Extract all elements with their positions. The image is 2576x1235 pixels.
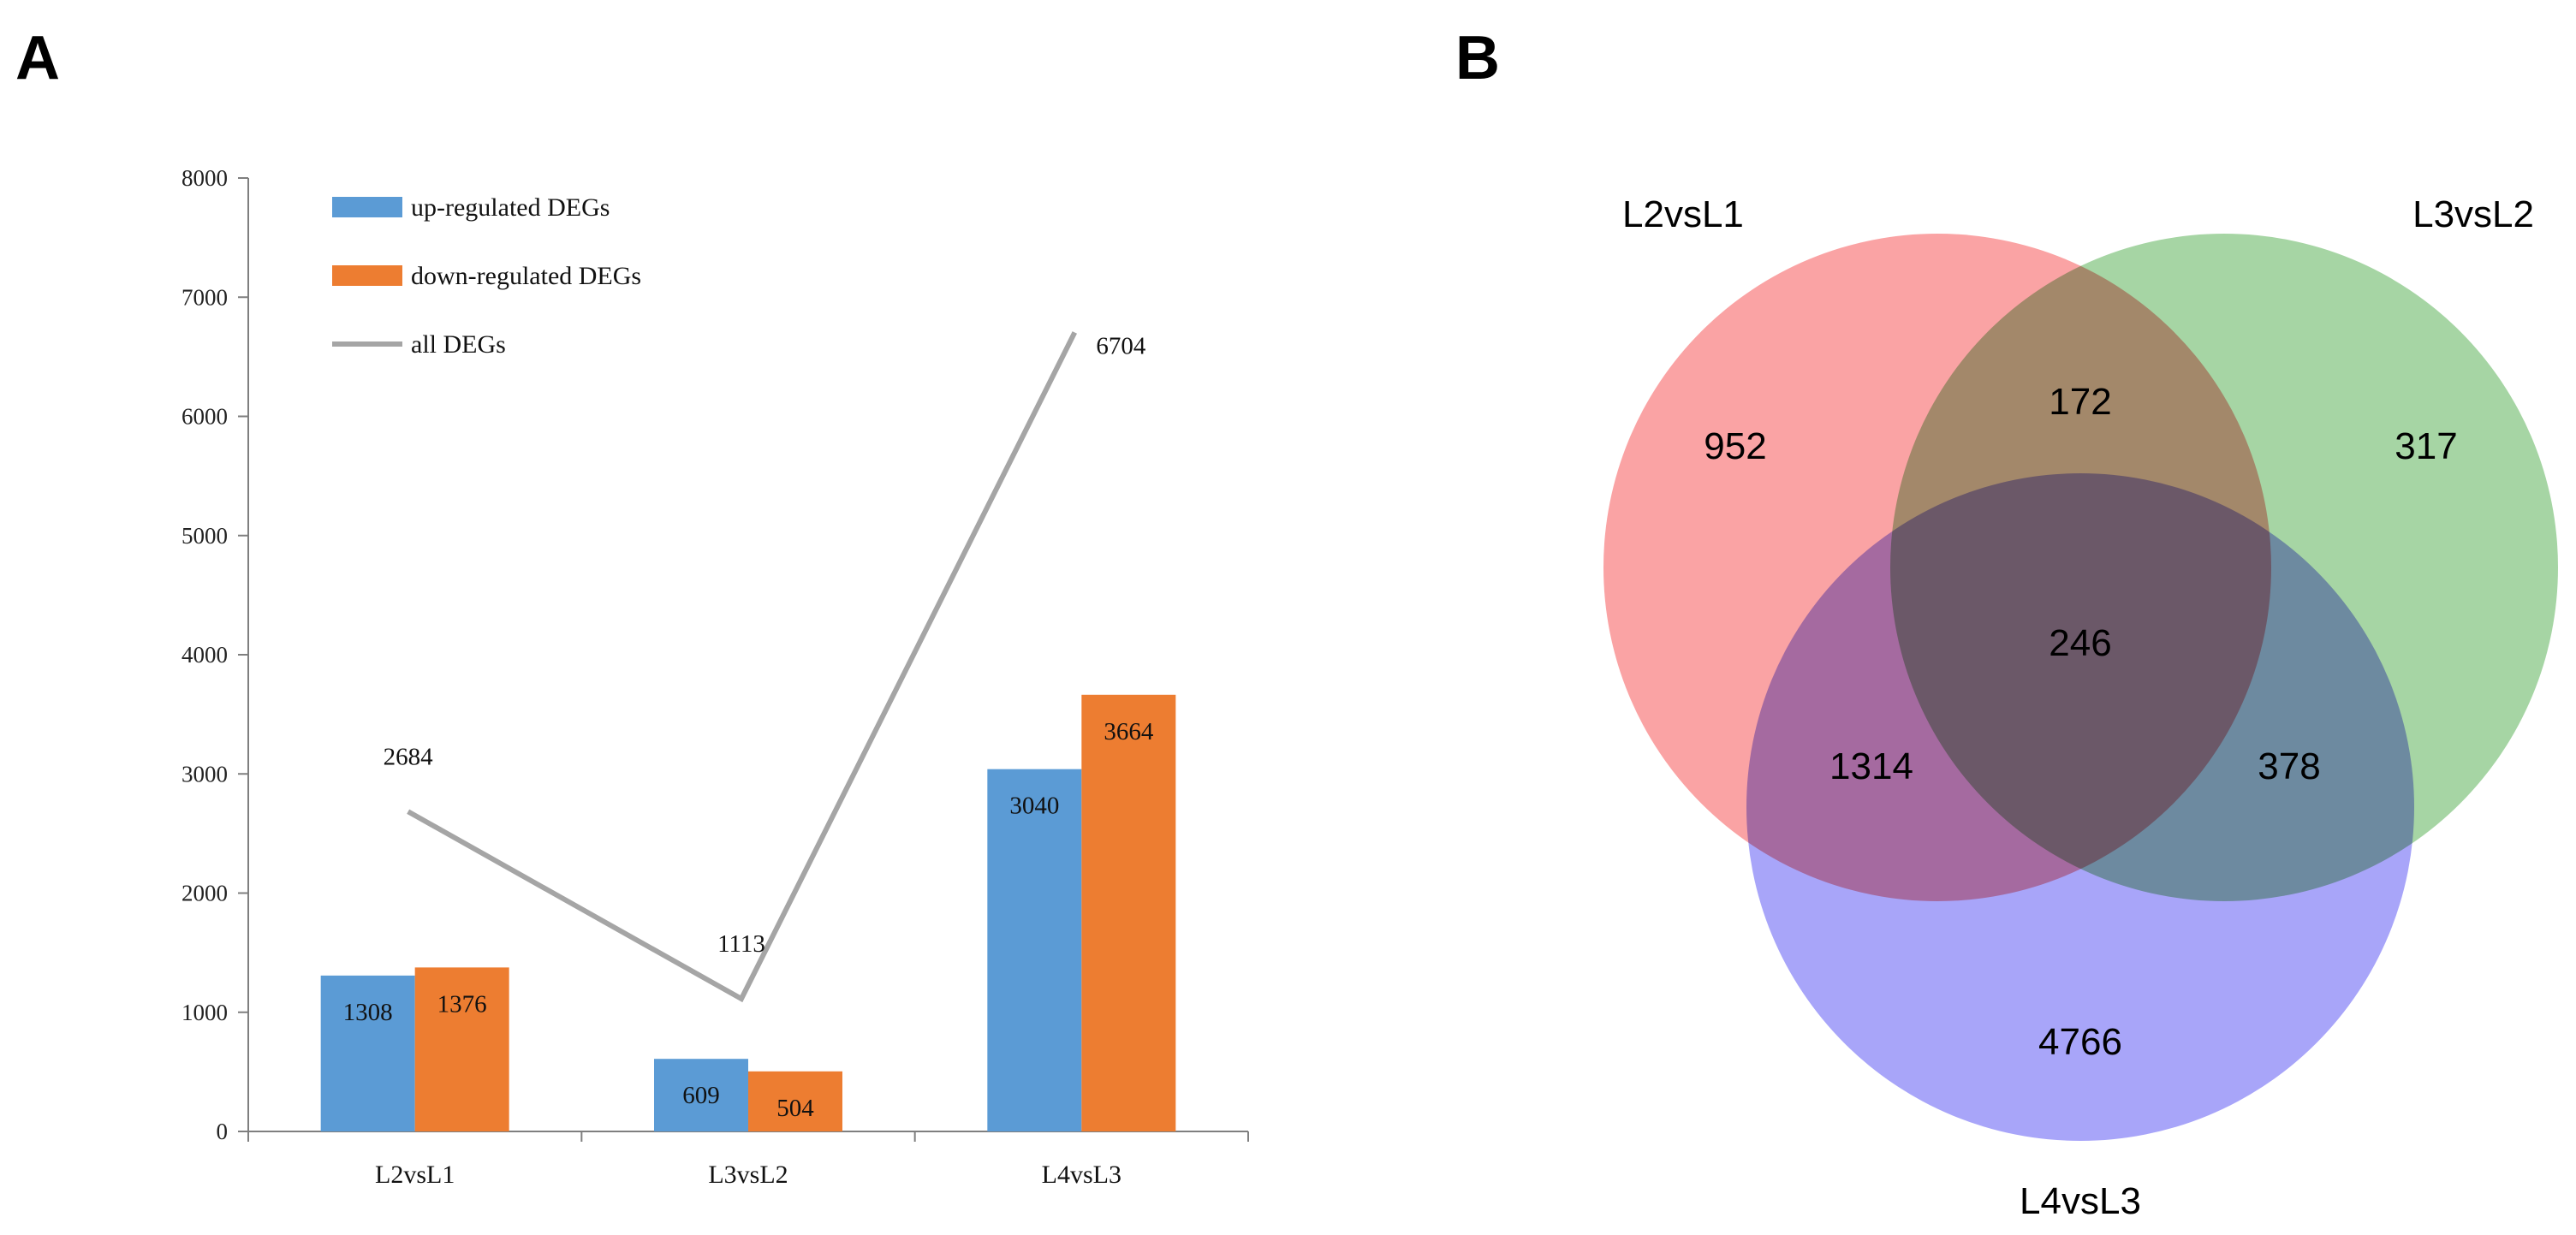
bars xyxy=(320,694,1176,1131)
bar-chart: 0 1000 2000 3000 4000 5000 6000 7000 8000 L2vsL1 L… xyxy=(181,165,1249,1189)
venn-set-label: L4vsL3 xyxy=(2020,1180,2141,1222)
bar-up-L2vsL1 xyxy=(320,975,415,1131)
panel-label-a: A xyxy=(15,24,60,92)
venn-region-count: 1314 xyxy=(1829,745,1913,787)
data-labels: 1308 609 3040 1376 504 3664 2684 1113 6704 xyxy=(343,332,1154,1121)
venn-region-count: 246 xyxy=(2049,622,2111,664)
x-category-label: L3vsL2 xyxy=(708,1161,788,1189)
bar-up-L4vsL3 xyxy=(987,769,1082,1131)
y-tick-label: 1000 xyxy=(181,1000,228,1025)
bar-up-L3vsL2 xyxy=(654,1059,748,1131)
y-tick-label: 6000 xyxy=(181,404,228,430)
venn-set-label: L2vsL1 xyxy=(1622,193,1744,235)
chart-axes: 0 1000 2000 3000 4000 5000 6000 7000 8000 L2vsL1 L… xyxy=(181,165,1249,1189)
line-value-label: 1113 xyxy=(717,930,765,958)
x-category-label: L2vsL1 xyxy=(375,1161,455,1189)
chart-legend: up-regulated DEGs down-regulated DEGs all … xyxy=(332,193,641,359)
venn-region-count: 4766 xyxy=(2038,1021,2122,1063)
y-tick-label: 3000 xyxy=(181,761,228,787)
bar-down-L4vsL3 xyxy=(1081,694,1176,1131)
bar-value-label: 3664 xyxy=(1104,718,1154,745)
venn-circle-L4vsL3 xyxy=(1746,473,2414,1141)
y-tick-label: 5000 xyxy=(181,523,228,549)
line-value-label: 2684 xyxy=(384,743,434,770)
y-tick-label: 0 xyxy=(217,1119,229,1144)
legend-swatch xyxy=(332,197,402,217)
bar-value-label: 504 xyxy=(776,1095,814,1122)
y-tick-label: 8000 xyxy=(181,165,228,191)
venn-region-count: 952 xyxy=(1704,425,1766,467)
legend-label: up-regulated DEGs xyxy=(411,193,610,222)
venn-region-count: 317 xyxy=(2395,425,2457,467)
bar-value-label: 609 xyxy=(682,1082,720,1109)
y-tick-label: 4000 xyxy=(181,642,228,668)
bar-value-label: 1376 xyxy=(437,990,487,1018)
venn-diagram: L2vsL1 L3vsL2 L4vsL3 952 172 317 246 1314 378 476… xyxy=(1603,193,2558,1222)
bar-value-label: 1308 xyxy=(343,999,393,1026)
bar-down-L2vsL1 xyxy=(414,967,509,1131)
y-tick-label: 2000 xyxy=(181,881,228,906)
legend-label: all DEGs xyxy=(411,330,506,359)
x-category-label: L4vsL3 xyxy=(1042,1161,1121,1189)
legend-swatch xyxy=(332,265,402,286)
line-value-label: 6704 xyxy=(1096,332,1146,359)
all-degs-line xyxy=(407,331,1078,1003)
legend-label: down-regulated DEGs xyxy=(411,262,641,290)
bar-value-label: 3040 xyxy=(1009,793,1059,820)
venn-region-count: 172 xyxy=(2049,381,2111,423)
venn-region-count: 378 xyxy=(2258,745,2320,787)
bar-down-L3vsL2 xyxy=(748,1071,842,1131)
all-degs-polyline xyxy=(407,331,1078,1003)
venn-set-label: L3vsL2 xyxy=(2412,193,2534,235)
panel-label-b: B xyxy=(1455,24,1500,92)
y-tick-label: 7000 xyxy=(181,284,228,310)
